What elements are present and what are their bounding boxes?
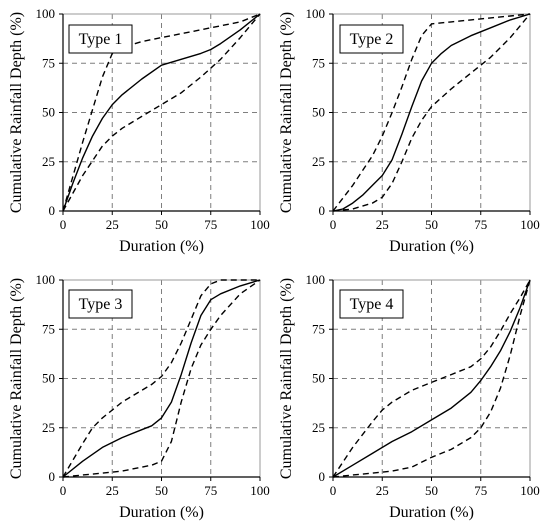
x-axis-title: Duration (%) <box>119 238 204 255</box>
series-line-3 <box>332 13 531 212</box>
x-tick-label: 100 <box>520 483 540 498</box>
y-axis-title: Cumulative Rainfall Depth (%) <box>8 12 25 213</box>
series-line-1 <box>62 13 261 212</box>
y-tick-label: 100 <box>36 6 56 21</box>
chart-panel-3: 0 25 50 75 100 0 25 50 75 100 Duration (%) Cumulati… <box>8 272 270 521</box>
x-tick-label: 0 <box>330 217 337 232</box>
legend-box <box>68 289 133 319</box>
series-line-1 <box>332 13 531 212</box>
chart-panel-4: 0 25 50 75 100 0 25 50 75 100 Duration (%) Cumulati… <box>278 272 540 521</box>
x-tick-label: 100 <box>250 483 270 498</box>
x-tick-label: 50 <box>425 483 438 498</box>
legend-box <box>339 289 404 319</box>
x-tick-label: 75 <box>474 483 487 498</box>
y-tick-label: 100 <box>36 272 56 287</box>
x-tick-label: 25 <box>106 483 119 498</box>
y-axis-title: Cumulative Rainfall Depth (%) <box>278 278 295 479</box>
y-tick-label: 25 <box>42 154 55 169</box>
y-tick-label: 50 <box>312 105 325 120</box>
y-tick-label: 0 <box>49 469 56 484</box>
series-line-2 <box>62 279 260 478</box>
y-axis-title: Cumulative Rainfall Depth (%) <box>278 12 295 213</box>
chart-title: Type 1 <box>79 31 123 48</box>
series-line-3 <box>62 279 261 478</box>
x-tick-label: 0 <box>60 217 67 232</box>
x-tick-label: 100 <box>250 217 270 232</box>
x-tick-label: 0 <box>330 483 337 498</box>
y-tick-label: 0 <box>319 203 326 218</box>
y-tick-label: 50 <box>42 371 55 386</box>
x-tick-label: 25 <box>376 217 389 232</box>
series-line-2 <box>332 279 531 478</box>
x-tick-label: 25 <box>376 483 389 498</box>
x-tick-label: 50 <box>425 217 438 232</box>
x-tick-label: 75 <box>204 217 217 232</box>
x-axis-title: Duration (%) <box>389 238 474 255</box>
y-tick-label: 25 <box>312 154 325 169</box>
chart-panel-1: 0 25 50 75 100 0 25 50 75 100 Duration (%) Cumulati… <box>8 6 270 255</box>
legend-box <box>68 24 133 54</box>
y-tick-label: 75 <box>42 321 55 336</box>
chart-title: Type 2 <box>350 31 394 48</box>
y-tick-label: 75 <box>312 321 325 336</box>
x-tick-label: 100 <box>520 217 540 232</box>
x-tick-label: 50 <box>155 217 168 232</box>
x-tick-label: 25 <box>106 217 119 232</box>
x-tick-label: 75 <box>204 483 217 498</box>
y-tick-label: 75 <box>42 55 55 70</box>
y-tick-label: 75 <box>312 55 325 70</box>
y-tick-label: 0 <box>319 469 326 484</box>
x-tick-label: 75 <box>474 217 487 232</box>
series-line-2 <box>62 13 261 212</box>
y-tick-label: 25 <box>312 420 325 435</box>
chart-title: Type 4 <box>350 296 394 313</box>
series-line-1 <box>62 279 261 478</box>
y-axis-title: Cumulative Rainfall Depth (%) <box>8 278 25 479</box>
y-tick-label: 100 <box>306 6 326 21</box>
y-tick-label: 25 <box>42 420 55 435</box>
series-line-2 <box>332 13 531 212</box>
x-axis-title: Duration (%) <box>389 504 474 521</box>
y-tick-label: 100 <box>306 272 326 287</box>
series-line-1 <box>332 279 531 478</box>
legend-box <box>339 24 404 54</box>
chart-panel-2: 0 25 50 75 100 0 25 50 75 100 Duration (%) Cumulati… <box>278 6 540 255</box>
y-tick-label: 0 <box>49 203 56 218</box>
y-tick-label: 50 <box>42 105 55 120</box>
series-line-3 <box>62 13 261 212</box>
x-tick-label: 0 <box>60 483 67 498</box>
x-tick-label: 50 <box>155 483 168 498</box>
series-line-3 <box>332 279 531 478</box>
y-tick-label: 50 <box>312 371 325 386</box>
chart-title: Type 3 <box>79 296 123 313</box>
x-axis-title: Duration (%) <box>119 504 204 521</box>
